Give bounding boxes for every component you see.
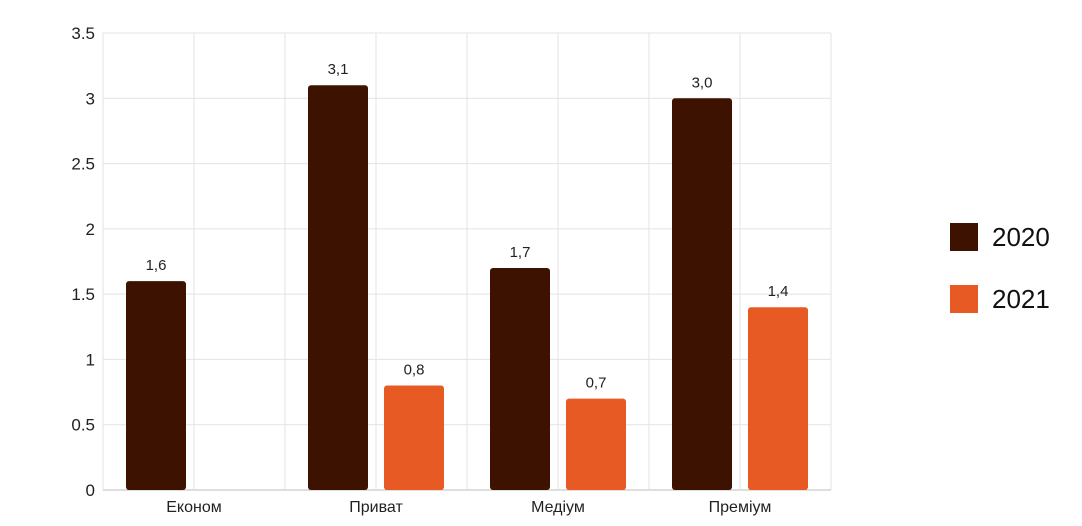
legend-item-2021: 2021 xyxy=(950,282,1050,316)
y-tick-label: 3 xyxy=(86,89,95,108)
data-label-2021-1: 0,8 xyxy=(404,362,425,379)
legend: 2020 2021 xyxy=(950,220,1050,344)
y-tick-label: 1.5 xyxy=(71,285,95,304)
gridlines xyxy=(102,32,832,491)
y-tick-label: 2.5 xyxy=(71,155,95,174)
data-labels: 1,6 3,1 0,8 1,7 0,7 3,0 1,4 xyxy=(146,61,789,391)
x-axis: Економ Приват Медіум Преміум xyxy=(166,499,771,516)
bar-2021-1 xyxy=(384,385,444,490)
bar-2020-2 xyxy=(490,268,550,490)
data-label-2020-1: 3,1 xyxy=(328,61,349,78)
y-tick-label: 2 xyxy=(86,220,95,239)
y-tick-label: 3.5 xyxy=(71,24,95,43)
legend-item-2020: 2020 xyxy=(950,220,1050,254)
x-tick-label-1: Приват xyxy=(349,499,403,516)
bar-2021-2 xyxy=(566,398,626,490)
legend-label-2020: 2020 xyxy=(992,221,1050,252)
data-label-2020-2: 1,7 xyxy=(510,244,531,261)
data-label-2020-0: 1,6 xyxy=(146,257,167,274)
bars xyxy=(126,85,808,491)
bar-2020-3 xyxy=(672,98,732,491)
bar-2020-0 xyxy=(126,281,186,490)
legend-swatch-2021 xyxy=(950,285,978,313)
legend-label-2021: 2021 xyxy=(992,283,1050,314)
y-tick-label: 0.5 xyxy=(71,416,95,435)
bar-2021-3 xyxy=(748,307,808,490)
bar-2020-1 xyxy=(308,85,368,490)
y-tick-label: 1 xyxy=(86,350,95,369)
data-label-2021-3: 1,4 xyxy=(768,283,789,300)
data-label-2021-2: 0,7 xyxy=(586,375,607,392)
y-tick-label: 0 xyxy=(86,481,95,500)
y-axis: 0 0.5 1 1.5 2 2.5 3 3.5 xyxy=(71,24,95,500)
legend-swatch-2020 xyxy=(950,223,978,251)
x-tick-label-3: Преміум xyxy=(709,499,772,516)
x-tick-label-0: Економ xyxy=(166,499,221,516)
x-tick-label-2: Медіум xyxy=(531,499,585,516)
data-label-2020-3: 3,0 xyxy=(692,74,713,91)
